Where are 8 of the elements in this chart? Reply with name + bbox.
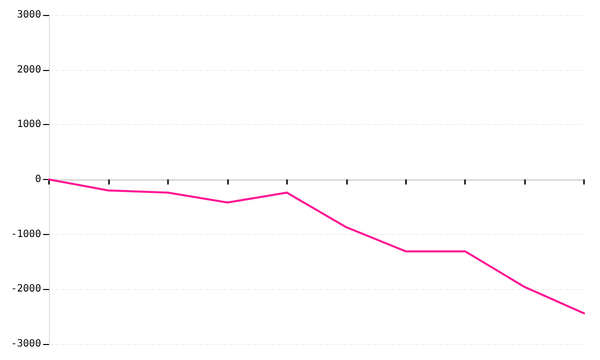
y-tick-label: 3000 [17, 10, 42, 20]
y-tick-label: -2000 [10, 284, 42, 295]
y-tick-label: 2000 [17, 64, 42, 76]
y-tick-label: -3000 [10, 338, 42, 350]
y-tick-label: 1000 [17, 119, 42, 130]
line-series [48, 178, 585, 314]
y-tick-label: -1000 [10, 228, 42, 240]
y-tick-label: 0 [35, 174, 42, 185]
